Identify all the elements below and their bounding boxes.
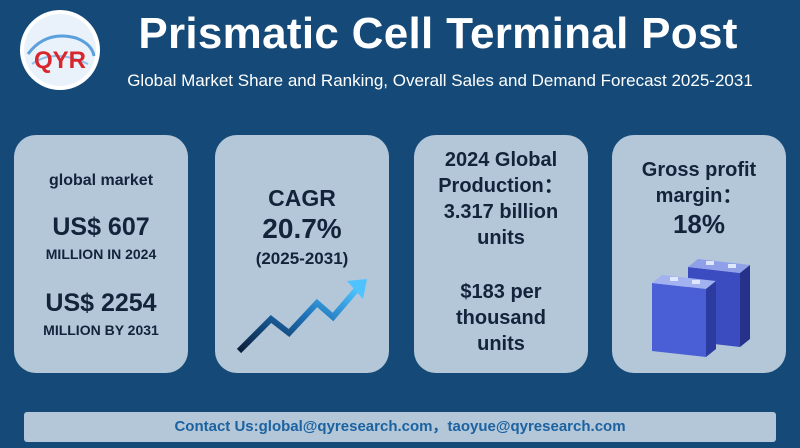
margin-label-line-2: margin： — [655, 185, 743, 207]
margin-label: Gross profit margin： — [612, 157, 786, 209]
gross-margin-card: Gross profit margin： 18% — [612, 135, 786, 373]
margin-label-line-1: Gross profit — [641, 159, 757, 181]
production-line-1: 2024 Global — [444, 149, 558, 171]
market-value-2031-suffix: MILLION BY 2031 — [43, 322, 159, 338]
page-subtitle: Global Market Share and Ranking, Overall… — [127, 71, 753, 90]
market-size-card: global market US$ 607 MILLION IN 2024 US… — [14, 135, 188, 373]
qyr-logo: QYR — [20, 10, 100, 90]
production-block: 2024 Global Production： 3.317 billion un… — [414, 147, 588, 251]
price-line-3: units — [477, 333, 525, 355]
price-block: $183 per thousand units — [414, 279, 588, 357]
market-value-2024-suffix: MILLION IN 2024 — [45, 246, 157, 262]
production-line-4: units — [477, 227, 525, 249]
cagr-label: CAGR — [268, 185, 336, 211]
production-card: 2024 Global Production： 3.317 billion un… — [414, 135, 588, 373]
cagr-range: (2025-2031) — [255, 249, 349, 268]
price-line-2: thousand — [456, 307, 546, 329]
price-line-1: $183 per — [460, 281, 542, 303]
battery-cells-icon — [652, 259, 750, 357]
page-title: Prismatic Cell Terminal Post — [138, 9, 738, 58]
contact-footer: Contact Us:global@qyresearch.com，taoyue@… — [24, 412, 776, 442]
logo-text: QYR — [34, 47, 86, 74]
market-value-2031: US$ 2254 — [45, 289, 157, 317]
production-line-3: 3.317 billion — [443, 201, 559, 223]
production-line-2: Production： — [438, 175, 564, 197]
margin-value: 18% — [672, 209, 726, 239]
cagr-card: CAGR 20.7% (2025-2031) — [215, 135, 389, 373]
trend-up-arrow-icon — [236, 279, 367, 354]
cagr-value: 20.7% — [262, 213, 342, 244]
market-label: global market — [48, 172, 154, 189]
market-value-2024: US$ 607 — [52, 213, 150, 241]
